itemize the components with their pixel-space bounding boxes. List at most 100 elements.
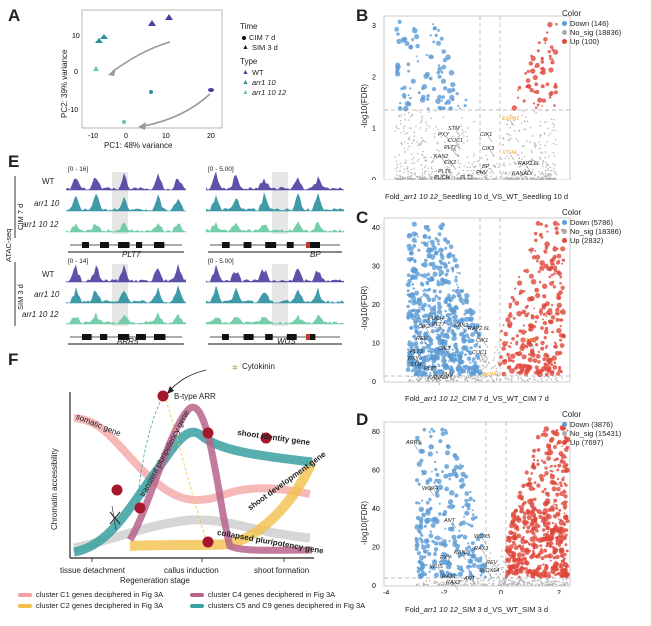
volcano-point xyxy=(502,359,505,362)
volcano-point xyxy=(423,338,426,341)
volcano-point xyxy=(544,471,549,476)
volcano-b-ylabel: -log10(FDR) xyxy=(360,83,369,128)
volcano-point xyxy=(466,581,468,583)
volcano-point xyxy=(552,582,555,585)
volcano-point xyxy=(408,170,410,173)
volcano-point xyxy=(436,281,442,287)
volcano-point xyxy=(456,176,459,179)
volcano-point xyxy=(533,481,537,484)
volcano-point xyxy=(430,378,433,380)
triangle-icon: ▲ xyxy=(242,89,249,96)
volcano-point xyxy=(463,379,466,382)
volcano-point xyxy=(515,342,518,346)
volcano-point xyxy=(531,454,536,459)
volcano-point xyxy=(422,234,427,239)
pca-point-wt-sim xyxy=(165,14,173,20)
volcano-point xyxy=(447,583,450,586)
volcano-point xyxy=(469,574,475,579)
volcano-point xyxy=(424,176,426,179)
volcano-point xyxy=(395,125,398,127)
gene-label: PHV xyxy=(476,170,489,176)
volcano-point xyxy=(524,72,528,75)
volcano-point xyxy=(433,582,436,585)
volcano-point xyxy=(429,350,433,354)
volcano-point xyxy=(514,287,517,290)
volcano-point xyxy=(500,175,502,178)
volcano-point xyxy=(534,162,536,165)
volcano-point xyxy=(512,316,516,320)
volcano-point xyxy=(421,359,427,364)
volcano-point xyxy=(547,169,550,172)
volcano-point xyxy=(507,377,510,379)
volcano-point xyxy=(413,162,416,164)
volcano-point xyxy=(445,160,447,163)
gene-label: RAX1 xyxy=(442,574,456,580)
volcano-point xyxy=(536,49,540,53)
volcano-point xyxy=(428,335,431,338)
volcano-xtick: -4 xyxy=(383,590,389,594)
volcano-point xyxy=(416,569,421,574)
volcano-point xyxy=(412,380,414,382)
volcano-point xyxy=(422,178,425,180)
volcano-point xyxy=(450,163,453,165)
volcano-point xyxy=(460,368,467,374)
volcano-point xyxy=(544,326,549,331)
volcano-point xyxy=(565,463,569,467)
volcano-point xyxy=(530,498,534,503)
volcano-point xyxy=(447,261,451,264)
exon xyxy=(308,242,321,248)
volcano-point xyxy=(491,178,494,180)
volcano-point xyxy=(450,583,452,586)
volcano-point xyxy=(452,257,458,263)
volcano-point xyxy=(431,160,434,163)
volcano-point xyxy=(485,154,488,156)
volcano-point xyxy=(472,377,474,380)
pca-legend-type: ▲ arr1 10 xyxy=(242,78,276,87)
volcano-point xyxy=(424,378,426,380)
volcano-point xyxy=(450,369,455,374)
volcano-point xyxy=(465,522,468,525)
volcano-point xyxy=(519,505,524,510)
volcano-point xyxy=(434,175,437,178)
volcano-point xyxy=(429,34,432,37)
volcano-point xyxy=(463,178,466,180)
volcano-point xyxy=(543,336,547,340)
volcano-point xyxy=(517,275,521,279)
volcano-point xyxy=(467,545,471,550)
volcano-point xyxy=(427,167,429,169)
volcano-point xyxy=(422,319,426,324)
volcano-point xyxy=(452,308,457,313)
volcano-point xyxy=(517,161,519,163)
gene-label: RAP2.6L xyxy=(518,161,540,167)
volcano-point xyxy=(444,486,450,492)
volcano-point xyxy=(413,168,415,170)
panel-letter-b: B xyxy=(356,6,369,25)
gene-label: PLT7 xyxy=(444,145,458,151)
volcano-point xyxy=(495,370,498,372)
volcano-point xyxy=(440,537,443,540)
volcano-point xyxy=(533,142,536,144)
volcano-point xyxy=(534,238,538,243)
volcano-point xyxy=(557,463,562,468)
volcano-point xyxy=(454,493,459,498)
volcano-point xyxy=(440,584,443,586)
volcano-point xyxy=(528,61,533,66)
volcano-point xyxy=(556,486,561,492)
volcano-point xyxy=(523,155,526,158)
volcano-point xyxy=(507,321,513,327)
volcano-point xyxy=(447,177,449,180)
volcano-point xyxy=(432,429,436,433)
volcano-point xyxy=(543,132,546,134)
volcano-point xyxy=(421,512,427,518)
volcano-point xyxy=(542,536,547,542)
volcano-point xyxy=(521,354,527,360)
volcano-point xyxy=(521,557,525,561)
volcano-point xyxy=(437,363,440,366)
volcano-point xyxy=(412,140,415,142)
volcano-point xyxy=(448,170,451,172)
volcano-point xyxy=(466,372,469,374)
volcano-point xyxy=(464,333,469,338)
volcano-point xyxy=(445,147,447,149)
volcano-point xyxy=(400,176,402,178)
volcano-point xyxy=(466,503,471,508)
